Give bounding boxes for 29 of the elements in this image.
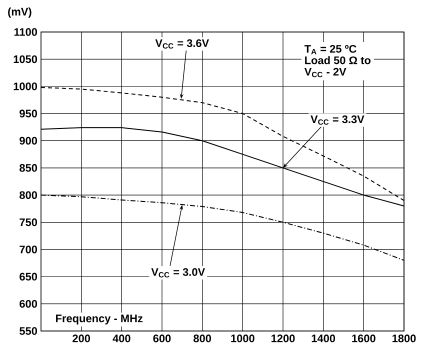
x-tick-label: 400 <box>112 334 130 342</box>
y-tick-label: 1000 <box>14 82 38 90</box>
text: V$_{CC}$ = 3.6V <box>155 39 210 49</box>
y-tick-label: 700 <box>20 246 38 254</box>
x-tick-label: 1400 <box>312 334 336 342</box>
x-axis-title: Frequency - MHz <box>56 314 143 324</box>
y-axis-title: (mV) <box>8 8 32 18</box>
x-tick-label: 1800 <box>392 334 416 342</box>
annotation: V$_{CC}$ - 2V <box>304 68 346 78</box>
x-tick-label: 800 <box>194 334 212 342</box>
y-tick-label: 550 <box>20 327 38 335</box>
annotation: T$_{A}$ = 25 ºC <box>304 44 356 54</box>
y-tick-label: 850 <box>20 164 38 172</box>
y-tick-label: 900 <box>20 136 38 145</box>
annotation: Load 50 Ω to <box>305 56 371 64</box>
x-tick-label: 600 <box>153 334 171 342</box>
text: V$_{CC}$ = 3.0V <box>151 268 206 278</box>
y-tick-label: 1100 <box>14 28 38 36</box>
y-tick-label: 650 <box>20 272 38 281</box>
y-tick-label: 750 <box>20 218 38 226</box>
x-tick-label: 1200 <box>272 334 295 342</box>
x-tick-label: 1600 <box>352 334 376 342</box>
x-tick-label: 200 <box>72 334 90 342</box>
y-tick-label: 800 <box>20 191 38 199</box>
x-tick-label: 1000 <box>231 334 254 342</box>
y-tick-label: 1050 <box>14 55 38 64</box>
text: V$_{CC}$ = 3.3V <box>310 115 364 125</box>
y-tick-label: 950 <box>20 110 38 118</box>
y-tick-label: 600 <box>20 300 38 308</box>
